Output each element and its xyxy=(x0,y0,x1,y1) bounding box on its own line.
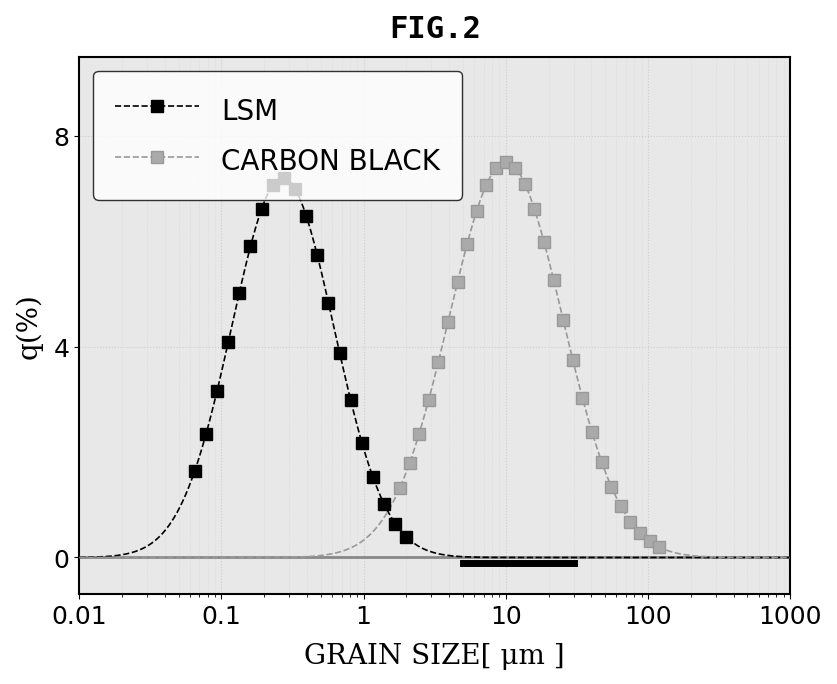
Y-axis label: q(%): q(%) xyxy=(15,293,43,359)
Legend: LSM, CARBON BLACK: LSM, CARBON BLACK xyxy=(93,71,462,200)
Title: FIG.2: FIG.2 xyxy=(388,15,480,44)
X-axis label: GRAIN SIZE[ μm ]: GRAIN SIZE[ μm ] xyxy=(305,642,565,669)
